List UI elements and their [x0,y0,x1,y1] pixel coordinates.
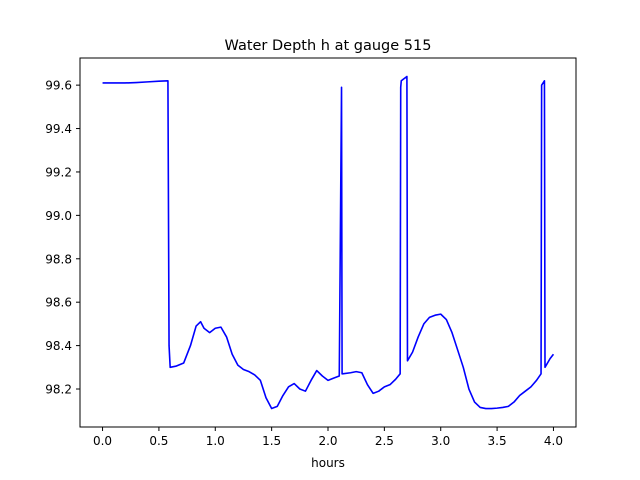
x-axis-title: hours [311,456,345,470]
y-tick-label: 99.6 [45,79,72,93]
series-layer [102,75,555,410]
y-tick-label: 99.0 [45,209,72,223]
x-tick-label: 0.0 [93,434,112,448]
y-tick-label: 98.4 [45,339,72,353]
y-tick-label: 98.2 [45,383,72,397]
series-line-0 [102,75,555,410]
chart-title: Water Depth h at gauge 515 [225,38,432,54]
y-tick-label: 99.4 [45,122,72,136]
x-tick-label: 1.5 [262,434,281,448]
x-tick-label: 2.5 [375,434,394,448]
x-axis: 0.0 0.5 1.0 1.5 2.0 2.5 3.0 3.5 4.0 [93,427,563,448]
x-tick-label: 3.0 [431,434,450,448]
y-tick-label: 98.8 [45,252,72,266]
y-axis: 98.2 98.4 98.6 98.8 99.0 99.2 99.4 99.6 [45,79,80,397]
x-tick-label: 3.5 [488,434,507,448]
x-tick-label: 4.0 [544,434,563,448]
x-tick-label: 1.0 [206,434,225,448]
y-tick-label: 99.2 [45,165,72,179]
x-tick-label: 2.0 [318,434,337,448]
y-tick-label: 98.6 [45,296,72,310]
x-tick-label: 0.5 [149,434,168,448]
